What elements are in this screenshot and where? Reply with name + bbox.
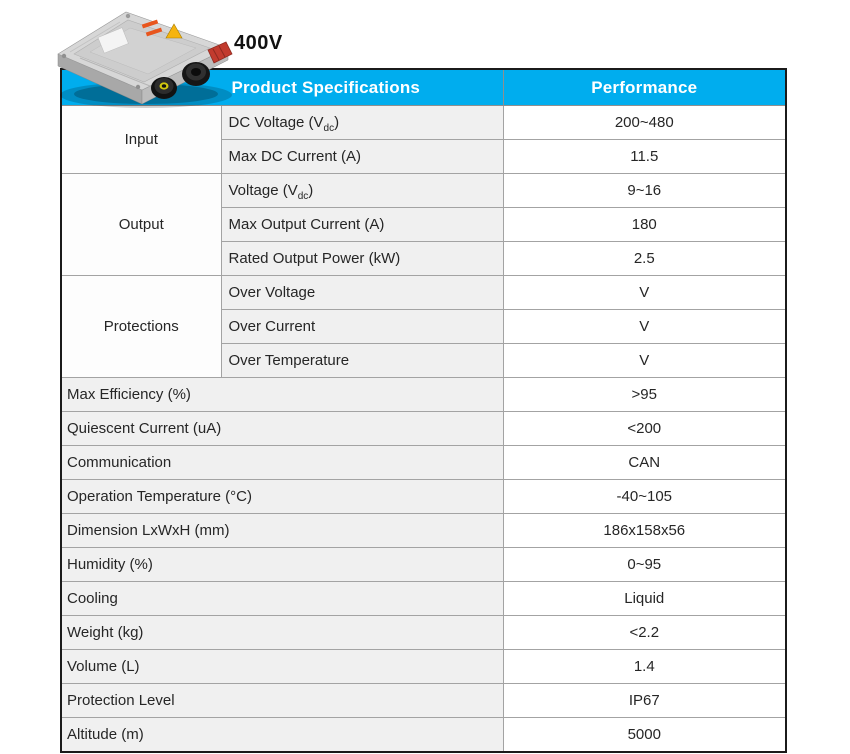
- table-row: Output Voltage (Vdc) 9~16: [60, 173, 787, 276]
- spec-label-text: ): [334, 114, 340, 131]
- spec-label-cell: Max DC Current (A): [220, 139, 504, 174]
- spec-category-cell: Input: [60, 105, 222, 174]
- spec-label-cell: DC Voltage (Vdc): [220, 105, 504, 140]
- table-row: Humidity (%) 0~95: [60, 547, 787, 582]
- voltage-variant-label: 400V: [234, 32, 283, 54]
- table-row: Over Current V: [61, 309, 787, 344]
- table-row: Protections Over Voltage V: [60, 275, 787, 378]
- table-row: Max DC Current (A) 11.5: [61, 139, 787, 174]
- spec-label-cell: Max Efficiency (%): [60, 377, 504, 412]
- spec-label-cell: Weight (kg): [60, 615, 504, 650]
- spec-value-cell: 9~16: [502, 173, 787, 208]
- spec-table: Product Specifications Performance Input…: [60, 68, 788, 753]
- spec-label-cell: Voltage (Vdc): [220, 173, 504, 208]
- spec-value-cell: V: [502, 275, 787, 310]
- spec-value-cell: Liquid: [502, 581, 787, 616]
- spec-label-cell: Dimension LxWxH (mm): [60, 513, 504, 548]
- spec-table-container: Product Specifications Performance Input…: [60, 68, 788, 753]
- spec-value-cell: <2.2: [502, 615, 787, 650]
- spec-label-cell: Over Temperature: [220, 343, 504, 378]
- spec-label-cell: Quiescent Current (uA): [60, 411, 504, 446]
- spec-label-text: Voltage (V: [228, 182, 298, 199]
- spec-value-cell: 2.5: [502, 241, 787, 276]
- spec-label-cell: Operation Temperature (°C): [60, 479, 504, 514]
- spec-label-cell: Volume (L): [60, 649, 504, 684]
- spec-value-cell: 180: [502, 207, 787, 242]
- spec-label-subscript: dc: [297, 191, 309, 202]
- spec-value-cell: 0~95: [502, 547, 787, 582]
- spec-value-cell: 200~480: [502, 105, 787, 140]
- spec-label-cell: Humidity (%): [60, 547, 504, 582]
- spec-label-cell: Over Current: [220, 309, 504, 344]
- spec-value-cell: CAN: [502, 445, 787, 480]
- table-row: Cooling Liquid: [60, 581, 787, 616]
- product-photo: [57, 11, 233, 108]
- header-performance: Performance: [502, 68, 787, 106]
- spec-label-cell: Rated Output Power (kW): [220, 241, 504, 276]
- table-row: Operation Temperature (°C) -40~105: [60, 479, 787, 514]
- spec-label-text: DC Voltage (V: [228, 114, 324, 131]
- spec-value-cell: IP67: [502, 683, 787, 718]
- spec-label-cell: Protection Level: [60, 683, 504, 718]
- spec-value-cell: 186x158x56: [502, 513, 787, 548]
- spec-label-subscript: dc: [323, 123, 335, 134]
- table-row: Input DC Voltage (Vdc) 200~480: [60, 105, 787, 174]
- spec-label-cell: Over Voltage: [220, 275, 504, 310]
- table-row: Volume (L) 1.4: [60, 649, 787, 684]
- spec-value-cell: 11.5: [502, 139, 787, 174]
- spec-value-cell: <200: [502, 411, 787, 446]
- spec-label-cell: Max Output Current (A): [220, 207, 504, 242]
- table-row: Over Temperature V: [61, 343, 787, 378]
- spec-value-cell: V: [502, 343, 787, 378]
- table-row: Altitude (m) 5000: [60, 717, 787, 753]
- spec-value-cell: >95: [502, 377, 787, 412]
- table-row: Dimension LxWxH (mm) 186x158x56: [60, 513, 787, 548]
- spec-category-cell: Protections: [60, 275, 222, 378]
- spec-label-cell: Altitude (m): [60, 717, 504, 753]
- spec-value-cell: V: [502, 309, 787, 344]
- spec-value-cell: 1.4: [502, 649, 787, 684]
- table-row: Weight (kg) <2.2: [60, 615, 787, 650]
- spec-label-cell: Communication: [60, 445, 504, 480]
- table-header-row: Product Specifications Performance: [60, 68, 787, 106]
- spec-value-cell: -40~105: [502, 479, 787, 514]
- table-row: Max Efficiency (%) >95: [60, 377, 787, 412]
- table-row: Protection Level IP67: [60, 683, 787, 718]
- table-row: Quiescent Current (uA) <200: [60, 411, 787, 446]
- spec-category-cell: Output: [60, 173, 222, 276]
- table-row: Rated Output Power (kW) 2.5: [61, 241, 787, 276]
- spec-label-cell: Cooling: [60, 581, 504, 616]
- spec-value-cell: 5000: [502, 717, 787, 753]
- table-row: Communication CAN: [60, 445, 787, 480]
- spec-label-text: ): [308, 182, 314, 199]
